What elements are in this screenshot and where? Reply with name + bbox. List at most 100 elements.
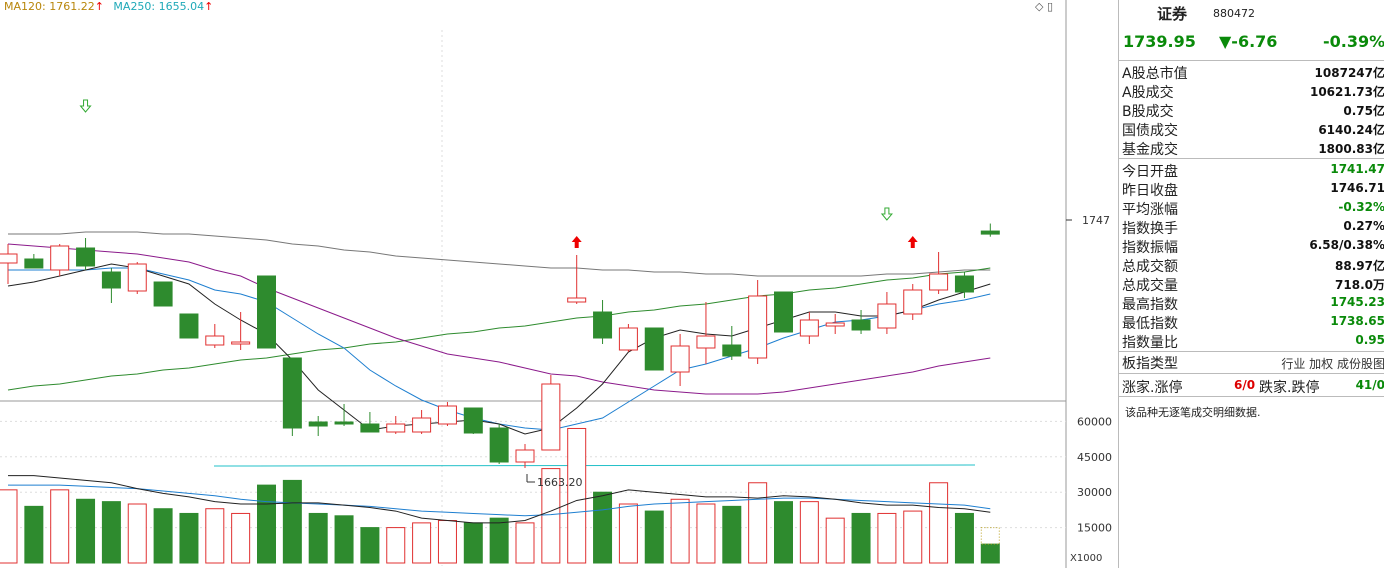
candle-body (386, 423, 406, 433)
chart-toolbar-icons[interactable]: ◇ ▯ (1035, 0, 1054, 13)
stat-label: 国债成交 (1122, 123, 1178, 139)
volume-unit-label: X1000 (1070, 553, 1102, 564)
stat-row: 平均涨幅 -0.32% (1119, 198, 1384, 218)
candle-body (954, 275, 974, 293)
decline-label: 跌家.跌停 (1259, 380, 1320, 396)
stat-label: 指数振幅 (1122, 240, 1178, 256)
stat-row: 总成交量 718.0万 (1119, 274, 1384, 294)
volume-bar (0, 489, 18, 564)
candle-body (799, 319, 819, 337)
volume-bar (644, 510, 664, 564)
candle-body (748, 295, 768, 359)
volume-bar (489, 517, 509, 564)
stat-value: 6140.24亿 (1318, 123, 1384, 137)
divider (1119, 60, 1384, 61)
stat-value: 1738.65 (1330, 314, 1384, 328)
candle-body (489, 427, 509, 463)
quote-panel: 证券 880472 1739.95 ▼-6.76 -0.39% A股总市值 108… (1118, 0, 1384, 568)
volume-bar (593, 491, 613, 564)
stat-label: A股总市值 (1122, 66, 1188, 82)
stat-value: 1746.71 (1330, 181, 1384, 195)
volume-tick-label: 30000 (1077, 486, 1112, 499)
volume-tick-label: 60000 (1077, 415, 1112, 428)
sell-signal-arrow-icon (880, 207, 893, 221)
candle-body (360, 423, 380, 433)
volume-bar (954, 512, 974, 564)
candle-body (437, 405, 457, 425)
candle-body (567, 297, 587, 303)
candle-body (929, 273, 949, 291)
volume-bar (980, 543, 1000, 564)
volume-bar (618, 503, 638, 564)
ma120-up-arrow-icon: ↑ (94, 0, 104, 13)
candle-body (515, 449, 535, 463)
candle-body (179, 313, 199, 339)
ma-legend: MA120: 1761.22↑ MA250: 1655.04↑ (4, 0, 213, 13)
ma250-label: MA250: 1655.04 (113, 0, 205, 13)
stat-row[interactable]: 板指类型 行业 加权 成份股图 (1119, 352, 1384, 372)
stat-label: 板指类型 (1122, 356, 1178, 372)
volume-bar (360, 527, 380, 564)
candle-body (412, 417, 432, 433)
volume-bar (670, 498, 690, 564)
candle-body (24, 258, 44, 269)
advance-value: 6/0 (1234, 378, 1256, 392)
volume-bar (50, 489, 70, 564)
divider (1119, 373, 1384, 374)
candle-body (903, 289, 923, 315)
candle-body (774, 291, 793, 333)
stat-value: 6.58/0.38% (1309, 238, 1384, 252)
ma120-line (7, 267, 991, 391)
stat-label: 昨日收盘 (1122, 183, 1178, 199)
stat-value: 1800.83亿 (1318, 142, 1384, 156)
volume-bar (334, 515, 354, 564)
volume-bar (127, 503, 147, 564)
stat-row: 最低指数 1738.65 (1119, 312, 1384, 332)
candle-body (127, 263, 147, 292)
candle-body (851, 319, 871, 331)
candle-body (334, 421, 354, 425)
volume-bar (386, 527, 406, 564)
volume-bar (76, 498, 96, 564)
stat-label: B股成交 (1122, 104, 1174, 120)
stat-label: 指数换手 (1122, 221, 1178, 237)
candlestick-chart[interactable]: 60000 45000 30000 15000 X1000 1747 1663.20 (0, 0, 1118, 568)
stat-row: B股成交 0.75亿 (1119, 100, 1384, 120)
price-change: ▼-6.76 (1219, 32, 1278, 51)
board-type-options[interactable]: 行业 加权 成份股图 (1281, 357, 1384, 371)
volume-bar (282, 479, 302, 564)
volume-bar (825, 517, 845, 564)
stat-value: 88.97亿 (1335, 259, 1384, 273)
stat-row: 指数换手 0.27% (1119, 217, 1384, 237)
tick-data-note: 该品种无逐笔成交明细数据. (1125, 406, 1261, 419)
price-change-pct: -0.39% (1323, 32, 1384, 51)
candle-body (593, 311, 613, 339)
stat-value: -0.32% (1338, 200, 1384, 214)
stat-label: 基金成交 (1122, 142, 1178, 158)
candle-body (205, 335, 225, 346)
buy-signal-arrow-icon (571, 236, 582, 248)
ma20-line (7, 243, 991, 395)
volume-bar (205, 508, 225, 564)
stat-label: 平均涨幅 (1122, 202, 1178, 218)
ma60-line (8, 231, 991, 277)
price-tick-label: 1747 (1082, 214, 1110, 227)
volume-bar (101, 501, 121, 564)
volume-bar (877, 512, 897, 564)
volume-bar (308, 512, 328, 564)
candle-body (153, 281, 173, 307)
candle-body (231, 341, 251, 345)
decline-value: 41/0 (1355, 378, 1384, 392)
stat-row: 今日开盘 1741.47 (1119, 160, 1384, 180)
low-price-annotation: 1663.20 (537, 476, 583, 489)
volume-bar (257, 484, 276, 564)
stat-label: 最高指数 (1122, 297, 1178, 313)
stat-row: 最高指数 1745.23 (1119, 293, 1384, 313)
stat-label: A股成交 (1122, 85, 1174, 101)
index-name: 证券 (1157, 5, 1188, 23)
stat-row: 昨日收盘 1746.71 (1119, 179, 1384, 199)
volume-bar (748, 482, 768, 564)
candle-body (101, 271, 121, 289)
volume-tick-label: 45000 (1077, 451, 1112, 464)
stat-label: 最低指数 (1122, 316, 1178, 332)
